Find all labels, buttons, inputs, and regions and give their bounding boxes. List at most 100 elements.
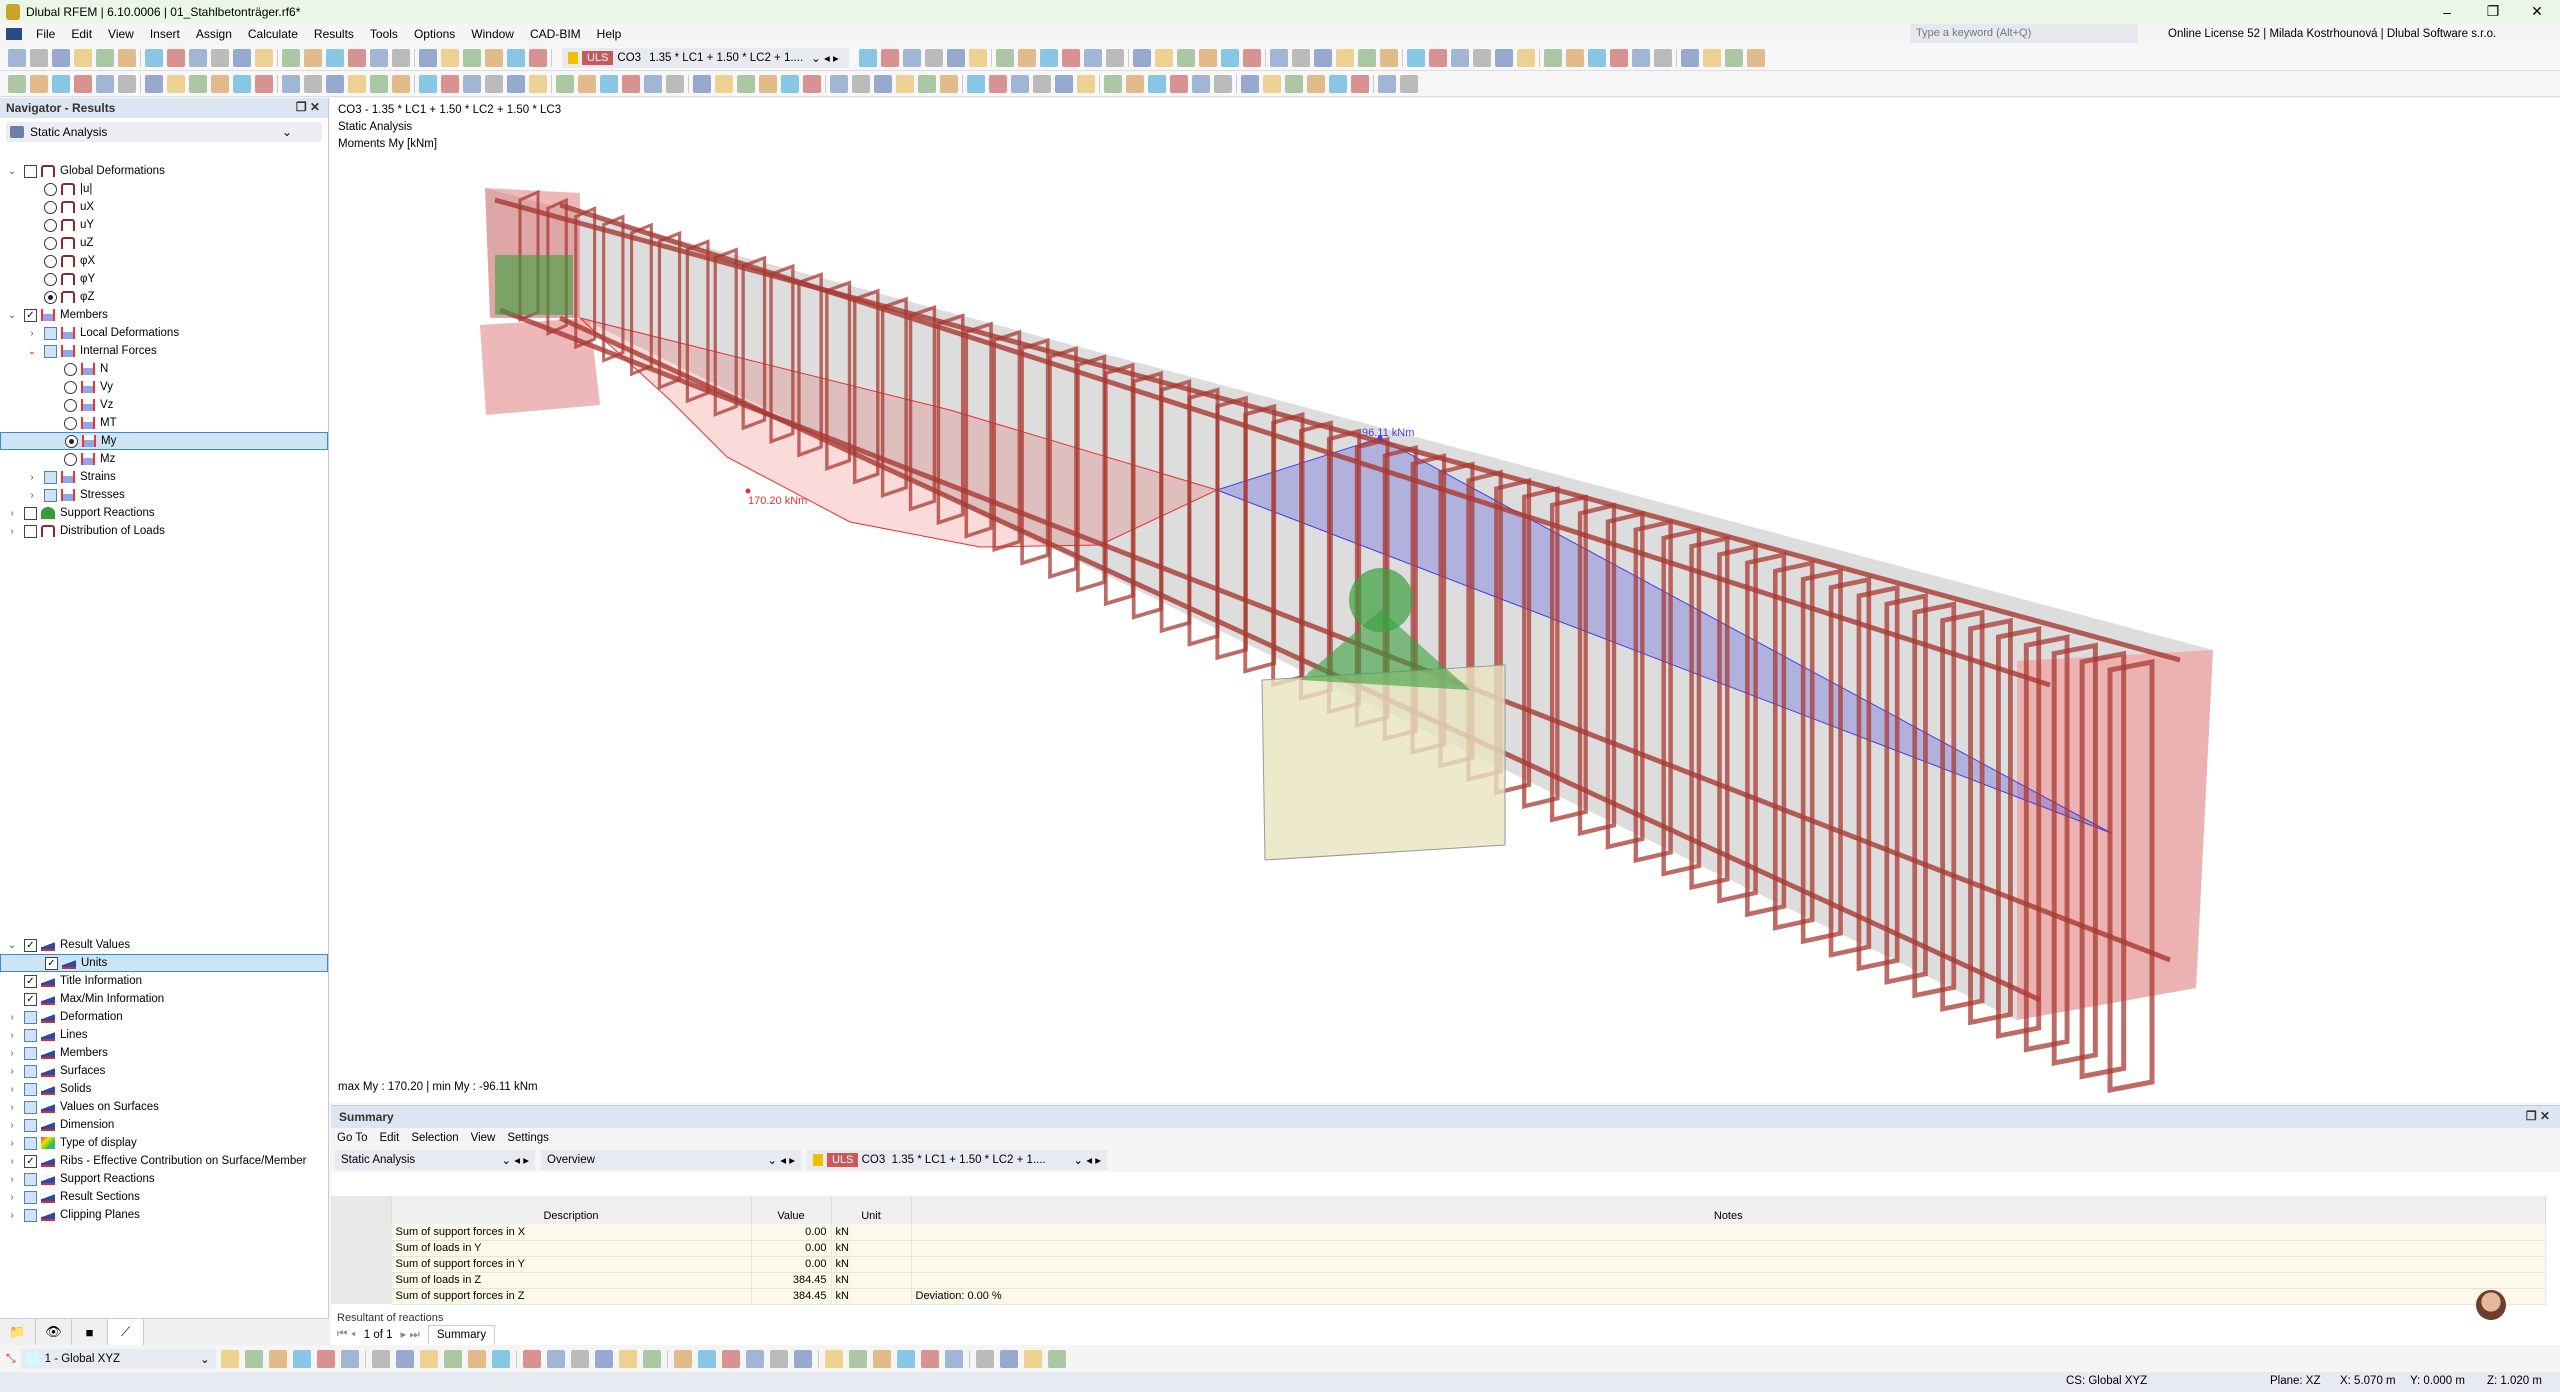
toolbar-button-icon[interactable] — [392, 48, 410, 67]
toolbar-button-icon[interactable] — [1379, 48, 1398, 67]
toolbar-button-icon[interactable] — [255, 48, 273, 67]
navigator-close-button[interactable]: ❐ ✕ — [295, 100, 320, 114]
toolbar-button-icon[interactable] — [304, 74, 322, 93]
radio-button[interactable] — [44, 218, 57, 232]
radio-button[interactable] — [44, 290, 57, 304]
toolbar-button-icon[interactable] — [1313, 48, 1332, 67]
toolbar-button-icon[interactable] — [395, 1349, 414, 1368]
toolbar-button-icon[interactable] — [1192, 74, 1210, 93]
toolbar-button-icon[interactable] — [1263, 74, 1281, 93]
toolbar-button-icon[interactable] — [944, 1349, 963, 1368]
table-row[interactable]: Sum of support forces in Y 0.00 kN — [331, 1256, 2546, 1273]
tree-item[interactable]: uX — [0, 198, 328, 216]
tree-item[interactable]: ⌄ Internal Forces — [0, 342, 328, 360]
toolbar-button-icon[interactable] — [673, 1349, 692, 1368]
toolbar-button-icon[interactable] — [896, 74, 914, 93]
toolbar-button-icon[interactable] — [781, 74, 799, 93]
toolbar-button-icon[interactable] — [824, 1349, 843, 1368]
tree-item[interactable]: ⌄ Global Deformations — [0, 162, 328, 180]
toolbar-button-icon[interactable] — [622, 74, 640, 93]
checkbox[interactable] — [24, 1190, 37, 1204]
toolbar-button-icon[interactable] — [467, 1349, 486, 1368]
toolbar-button-icon[interactable] — [1061, 48, 1080, 67]
table-row[interactable]: Sum of loads in Y 0.00 kN — [331, 1240, 2546, 1257]
toolbar-button-icon[interactable] — [872, 1349, 891, 1368]
toolbar-button-icon[interactable] — [529, 48, 547, 67]
tab-summary[interactable]: Summary — [427, 1325, 496, 1344]
toolbar-button-icon[interactable] — [1400, 74, 1418, 93]
summary-menu-view[interactable]: View — [470, 1132, 496, 1144]
toolbar-button-icon[interactable] — [989, 74, 1007, 93]
toolbar-button-icon[interactable] — [618, 1349, 637, 1368]
checkbox[interactable] — [44, 344, 57, 358]
checkbox[interactable] — [24, 1010, 37, 1024]
toolbar-button-icon[interactable] — [233, 74, 251, 93]
first-page-button[interactable]: ⏮ ◂ — [337, 1328, 356, 1340]
tree-item[interactable]: › Support Reactions — [0, 504, 328, 522]
toolbar-button-icon[interactable] — [968, 48, 987, 67]
summary-menu-settings[interactable]: Settings — [507, 1132, 549, 1144]
toolbar-button-icon[interactable] — [443, 1349, 462, 1368]
last-page-button[interactable]: ▸ ⏭ — [400, 1329, 420, 1341]
toolbar-button-icon[interactable] — [74, 48, 92, 67]
toolbar-button-icon[interactable] — [326, 48, 344, 67]
radio-button[interactable] — [44, 200, 57, 214]
tree-item[interactable]: uZ — [0, 234, 328, 252]
toolbar-button-icon[interactable] — [1543, 48, 1562, 67]
toolbar-button-icon[interactable] — [96, 74, 114, 93]
chevron-right-icon[interactable]: › — [10, 507, 14, 519]
chevron-right-icon[interactable]: › — [10, 1083, 14, 1095]
checkbox[interactable]: ✓ — [24, 938, 37, 952]
toolbar-button-icon[interactable] — [1154, 48, 1173, 67]
tree-item[interactable]: Mz — [0, 450, 328, 468]
toolbar-button-icon[interactable] — [485, 48, 503, 67]
toolbar-button-icon[interactable] — [419, 74, 437, 93]
toolbar-button-icon[interactable] — [282, 48, 300, 67]
checkbox[interactable]: ✓ — [24, 308, 37, 322]
tree-item[interactable]: |u| — [0, 180, 328, 198]
toolbar-button-icon[interactable] — [529, 74, 547, 93]
toolbar-button-icon[interactable] — [1083, 48, 1102, 67]
summary-overview-select[interactable]: Overview ⌄ ◂ ▸ — [541, 1150, 801, 1170]
tree-item[interactable]: › Type of display — [0, 1134, 328, 1152]
toolbar-button-icon[interactable] — [874, 74, 892, 93]
tree-item[interactable]: My — [0, 432, 328, 450]
chevron-right-icon[interactable]: › — [10, 1137, 14, 1149]
menu-calculate[interactable]: Calculate — [247, 27, 298, 41]
toolbar-button-icon[interactable] — [918, 74, 936, 93]
toolbar-button-icon[interactable] — [975, 1349, 994, 1368]
toolbar-button-icon[interactable] — [1220, 48, 1239, 67]
chevron-right-icon[interactable]: › — [10, 1047, 14, 1059]
checkbox[interactable]: ✓ — [45, 956, 58, 970]
summary-menu-go-to[interactable]: Go To — [337, 1132, 368, 1144]
checkbox[interactable] — [24, 1064, 37, 1078]
tree-item[interactable]: Vz — [0, 396, 328, 414]
checkbox[interactable] — [24, 1100, 37, 1114]
toolbar-button-icon[interactable] — [578, 74, 596, 93]
tree-item[interactable]: Vy — [0, 378, 328, 396]
tree-item[interactable]: uY — [0, 216, 328, 234]
toolbar-button-icon[interactable] — [326, 74, 344, 93]
toolbar-button-icon[interactable] — [1653, 48, 1672, 67]
toolbar-button-icon[interactable] — [1631, 48, 1650, 67]
summary-menu-edit[interactable]: Edit — [379, 1132, 400, 1144]
load-combo-select[interactable]: ULS CO3 1.35 * LC1 + 1.50 * LC2 + 1.... ⌄ ◂… — [562, 47, 849, 68]
app-menu-icon[interactable] — [6, 28, 22, 40]
tree-item[interactable]: MT — [0, 414, 328, 432]
toolbar-button-icon[interactable] — [220, 1349, 239, 1368]
toolbar-button-icon[interactable] — [1104, 74, 1122, 93]
toolbar-button-icon[interactable] — [282, 74, 300, 93]
summary-analysis-select[interactable]: Static Analysis ⌄ ◂ ▸ — [335, 1150, 535, 1170]
toolbar-button-icon[interactable] — [1587, 48, 1606, 67]
radio-button[interactable] — [44, 182, 57, 196]
summary-combo-select[interactable]: ULS CO3 1.35 * LC1 + 1.50 * LC2 + 1.... ⌄… — [807, 1150, 1107, 1170]
chevron-right-icon[interactable]: › — [10, 1011, 14, 1023]
toolbar-button-icon[interactable] — [852, 74, 870, 93]
tree-item[interactable]: ✓ Max/Min Information — [0, 990, 328, 1008]
views-tab-icon[interactable]: ■ — [72, 1319, 108, 1345]
toolbar-button-icon[interactable] — [52, 74, 70, 93]
toolbar-button-icon[interactable] — [737, 74, 755, 93]
toolbar-button-icon[interactable] — [145, 48, 163, 67]
chevron-right-icon[interactable]: › — [30, 471, 34, 483]
toolbar-button-icon[interactable] — [1105, 48, 1124, 67]
